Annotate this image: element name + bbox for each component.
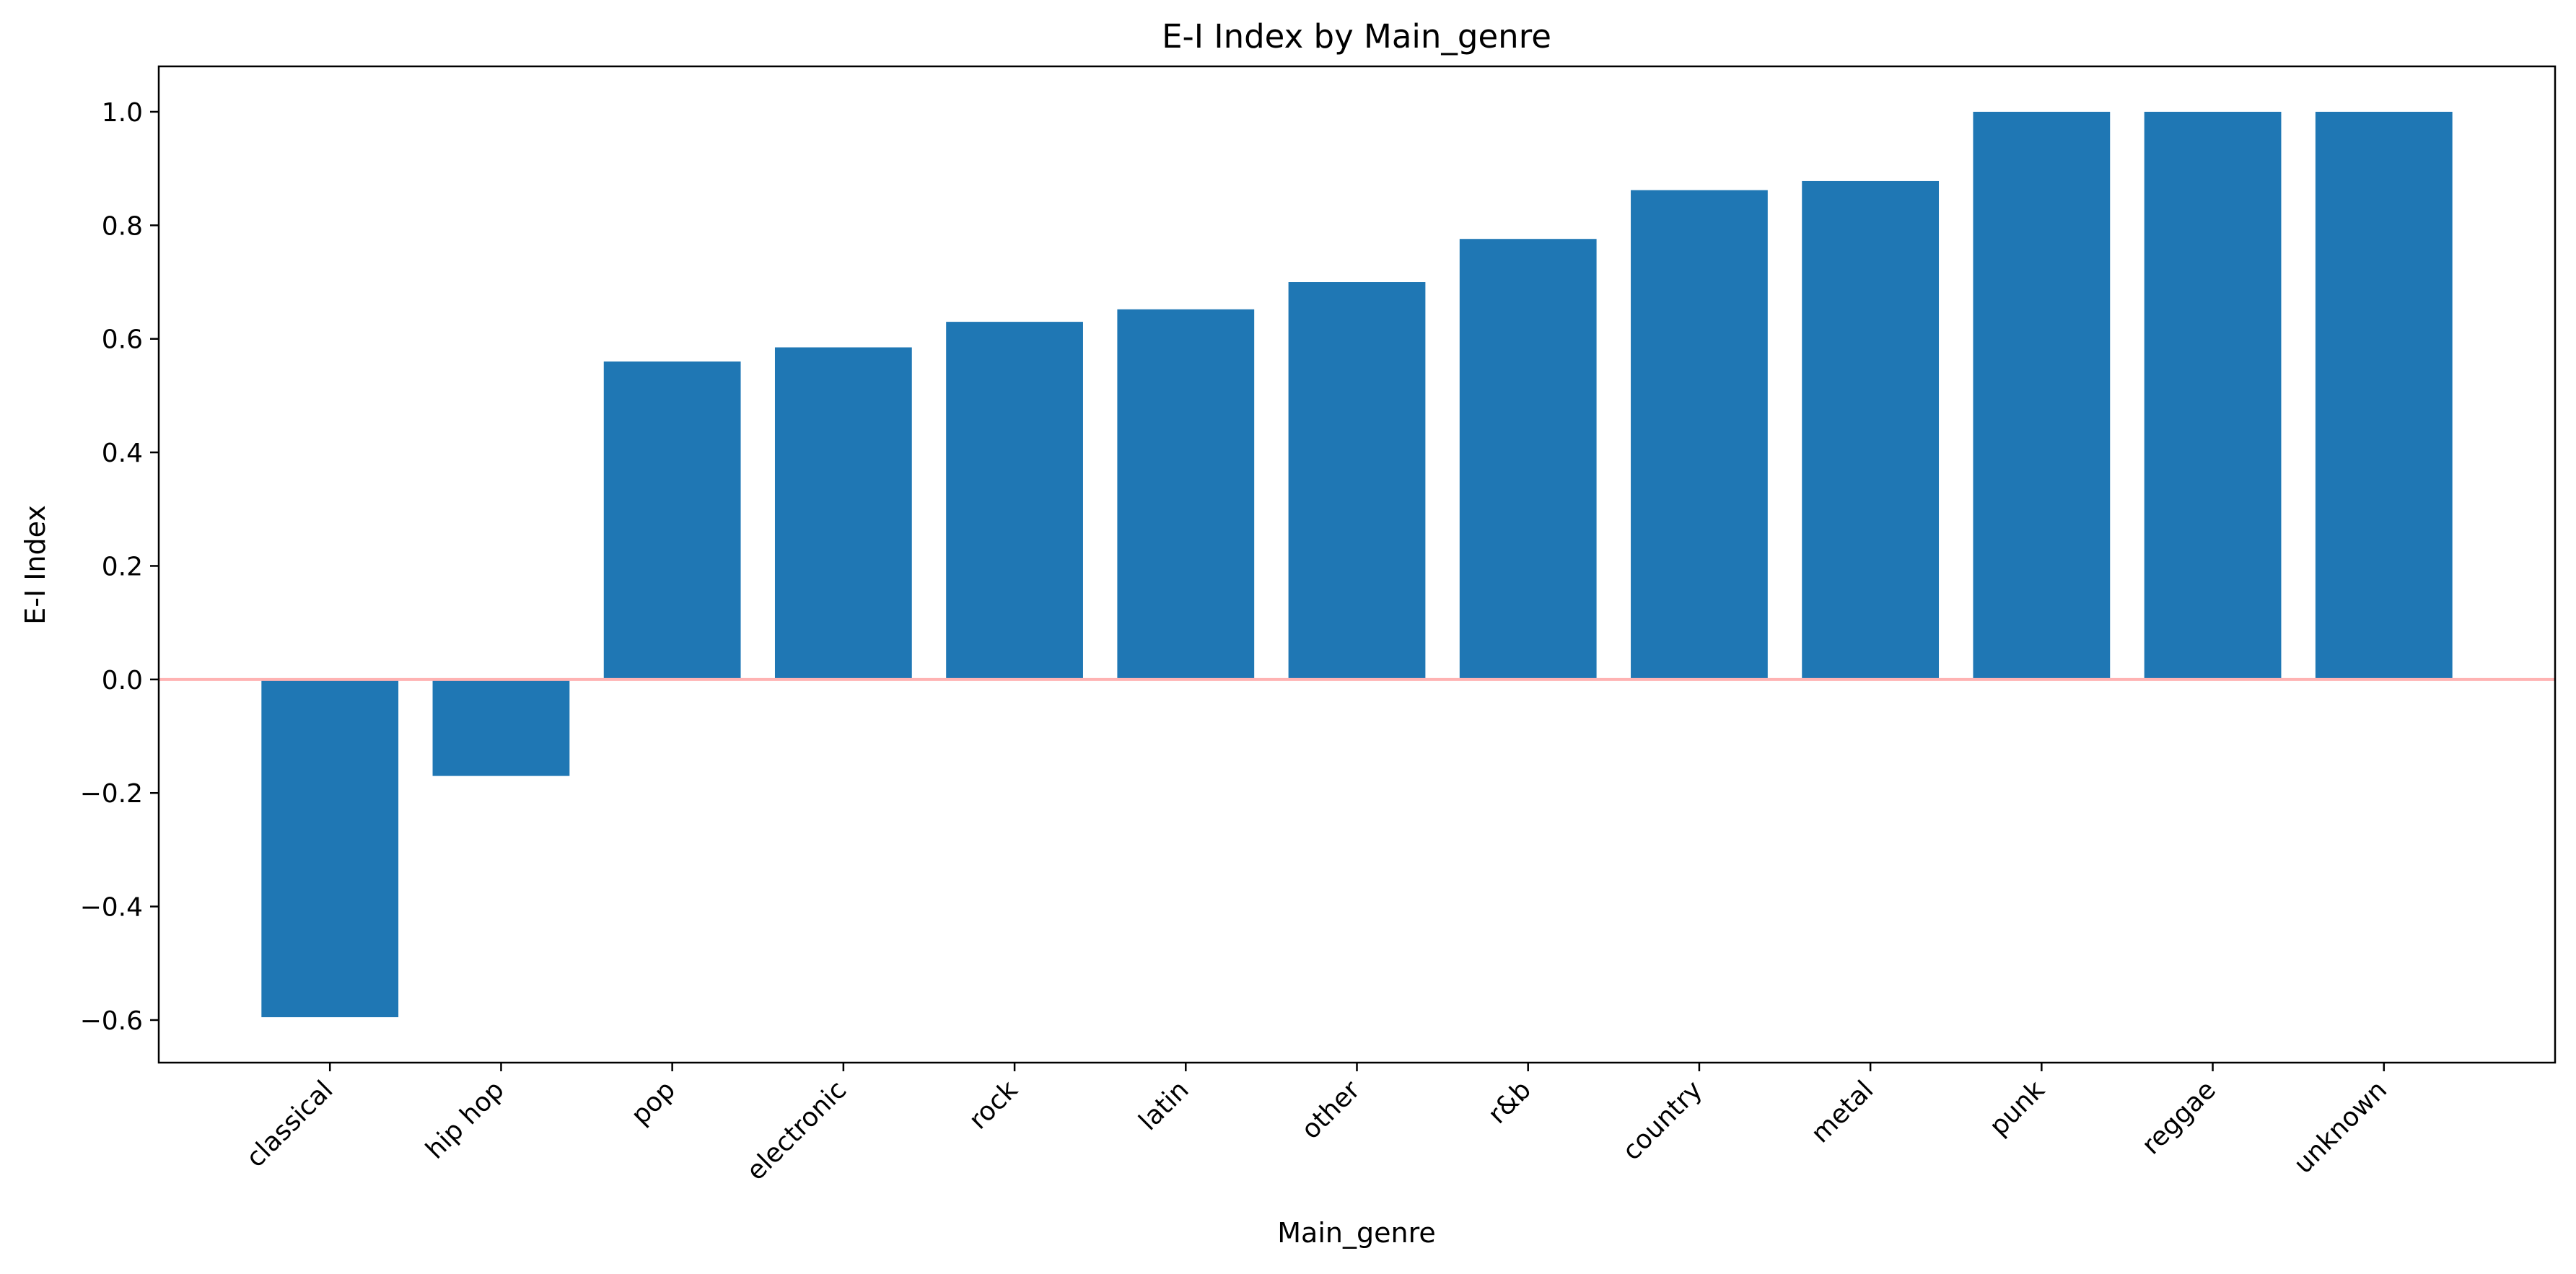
- x-tick-label: unknown: [2288, 1075, 2393, 1179]
- x-axis-label: Main_genre: [1277, 1217, 1435, 1249]
- y-tick-label: 0.0: [102, 666, 143, 695]
- bar-r-b: [1459, 239, 1597, 680]
- x-tick-label: r&b: [1483, 1075, 1537, 1129]
- x-tick-label: hip hop: [420, 1075, 509, 1164]
- bar-punk: [1973, 111, 2111, 680]
- chart-title: E-I Index by Main_genre: [1162, 17, 1551, 56]
- x-tick-label: electronic: [741, 1075, 852, 1186]
- x-tick-label: reggae: [2137, 1075, 2222, 1160]
- x-tick-label: latin: [1134, 1075, 1195, 1136]
- bar-unknown: [2315, 111, 2453, 680]
- x-tick-label: classical: [241, 1075, 339, 1173]
- bar-other: [1288, 282, 1426, 680]
- x-tick-label: pop: [626, 1075, 681, 1130]
- y-axis-label: E-I Index: [19, 505, 51, 625]
- axes-frame: [157, 65, 2557, 1064]
- y-tick-label: 0.2: [102, 552, 143, 581]
- x-tick-label: punk: [1984, 1075, 2051, 1141]
- x-tick-label: other: [1296, 1075, 1366, 1145]
- bar-pop: [603, 361, 741, 680]
- x-tick-label: rock: [963, 1075, 1023, 1135]
- y-tick-label: −0.2: [80, 779, 143, 809]
- bar-rock: [946, 322, 1083, 680]
- x-axis-ticks: classical hip hop pop electronic rock latin ot…: [241, 1063, 2393, 1186]
- bar-electronic: [774, 347, 912, 680]
- y-tick-label: 0.4: [102, 439, 143, 468]
- x-tick-label: metal: [1805, 1075, 1879, 1148]
- bars-group: [261, 111, 2453, 1018]
- bar-latin: [1117, 309, 1255, 680]
- y-axis-ticks: −0.6 −0.4 −0.2 0.0 0.2 0.4 0.6 0.8 1.0: [80, 98, 159, 1036]
- x-tick-label: country: [1617, 1075, 1708, 1166]
- bar-reggae: [2144, 111, 2282, 680]
- bar-country: [1631, 190, 1768, 680]
- y-tick-label: 1.0: [102, 98, 143, 128]
- bar-metal: [1802, 180, 1940, 680]
- bar-classical: [261, 679, 399, 1018]
- bar-hip-hop: [432, 679, 570, 776]
- y-tick-label: −0.6: [80, 1006, 143, 1036]
- y-tick-label: 0.6: [102, 325, 143, 355]
- y-tick-label: −0.4: [80, 893, 143, 923]
- y-tick-label: 0.8: [102, 211, 143, 241]
